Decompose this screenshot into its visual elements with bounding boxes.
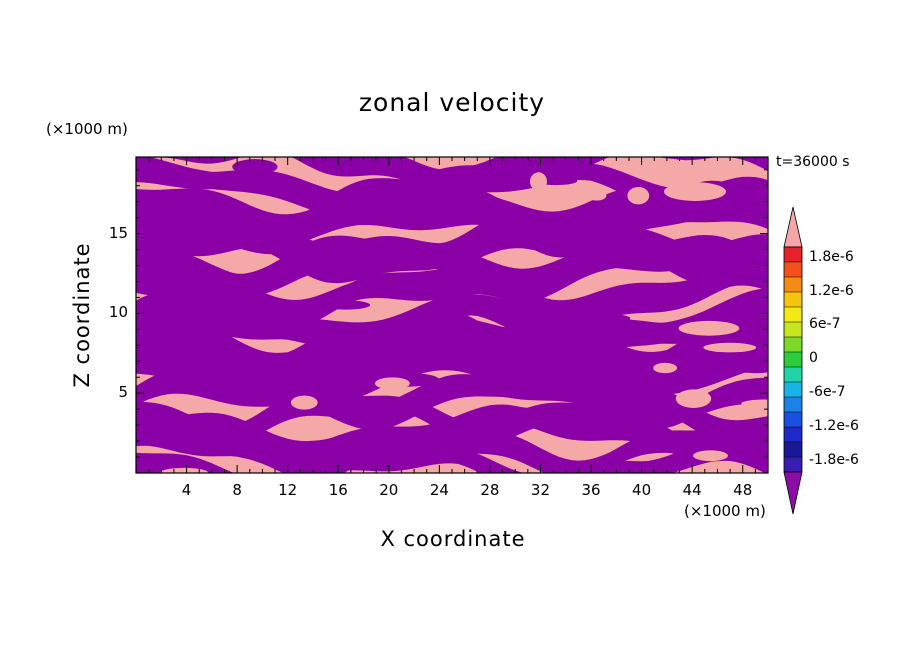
x-tick-label: 28 [480, 481, 500, 499]
colorbar-level [784, 427, 802, 443]
colorbar-label: -1.8e-6 [809, 452, 859, 468]
y-tick-label: 10 [108, 303, 128, 322]
colorbar-level [784, 337, 802, 353]
y-unit-label: (×1000 m) [46, 120, 128, 138]
colorbar-label: 1.8e-6 [809, 249, 854, 265]
colorbar-level [784, 352, 802, 368]
colorbar-level [784, 397, 802, 413]
negative-blob [471, 307, 510, 317]
negative-blob [490, 356, 524, 368]
x-axis-label: X coordinate [380, 527, 526, 551]
negative-blob [232, 159, 278, 175]
negative-blob [202, 309, 219, 328]
x-tick-label: 24 [429, 481, 449, 499]
colorbar-level [784, 292, 802, 308]
colorbar-label: 6e-7 [809, 316, 841, 332]
x-tick-label: 4 [181, 481, 192, 499]
colorbar-top-triangle [783, 206, 803, 248]
colorbar-label: 1.2e-6 [809, 283, 854, 299]
positive-blob [741, 399, 768, 408]
x-tick-label: 12 [278, 481, 298, 499]
colorbar-level [784, 277, 802, 293]
positive-blob [664, 182, 726, 202]
colorbar-level [784, 382, 802, 398]
y-tick-label: 5 [118, 383, 128, 402]
colorbar-level [784, 412, 802, 428]
positive-blob [693, 450, 728, 462]
negative-blob [608, 381, 626, 391]
x-tick-label: 20 [379, 481, 399, 499]
x-tick-label: 8 [232, 481, 242, 499]
colorbar-level [784, 457, 802, 473]
colorbar-bottom-triangle [783, 471, 803, 515]
x-tick-label: 44 [682, 481, 702, 499]
x-tick-label: 32 [530, 481, 551, 499]
colorbar-level [784, 367, 802, 383]
colorbar [783, 206, 803, 515]
colorbar-level [784, 262, 802, 278]
positive-blob [530, 172, 547, 191]
colorbar-level [784, 247, 802, 263]
positive-blob [675, 389, 712, 409]
negative-blob [173, 340, 198, 348]
positive-blob [290, 395, 318, 410]
chart-title: zonal velocity [358, 88, 546, 117]
positive-blob [653, 362, 678, 374]
colorbar-label: -6e-7 [809, 384, 846, 400]
negative-band [136, 288, 768, 356]
axis-ticks [136, 157, 768, 473]
x-tick-label: 40 [632, 481, 652, 499]
negative-band [136, 437, 768, 473]
colorbar-level [784, 442, 802, 458]
positive-blob [587, 190, 607, 201]
negative-blob [322, 300, 371, 310]
colorbar-level [784, 307, 802, 323]
positive-blob [627, 187, 650, 205]
positive-blob [703, 342, 757, 353]
x-tick-label: 36 [581, 481, 601, 499]
time-label: t=36000 s [776, 154, 850, 170]
positive-blob [678, 320, 740, 336]
y-tick-label: 15 [108, 223, 128, 242]
colorbar-label: -1.2e-6 [809, 418, 859, 434]
velocity-field [136, 157, 768, 473]
x-tick-label: 48 [733, 481, 753, 499]
positive-blob [160, 467, 209, 473]
x-unit-label: (×1000 m) [684, 502, 766, 520]
colorbar-level [784, 322, 802, 338]
positive-blob [374, 377, 410, 390]
negative-blob [515, 302, 559, 318]
colorbar-label: 0 [809, 350, 818, 366]
x-tick-label: 16 [328, 481, 348, 499]
negative-blob [413, 276, 437, 296]
negative-blob [578, 313, 631, 324]
